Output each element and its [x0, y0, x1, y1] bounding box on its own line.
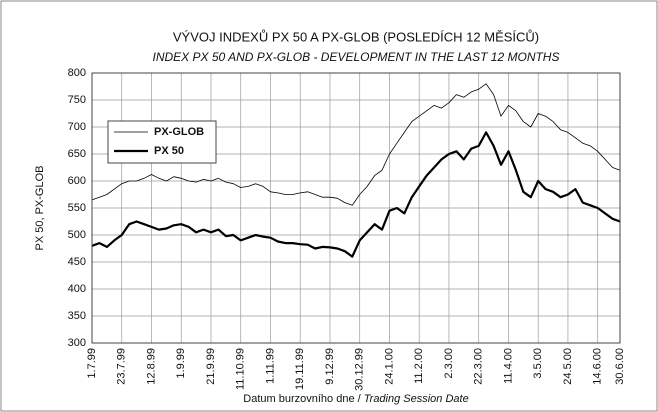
x-tick-label: 24.5.00	[562, 348, 574, 385]
chart-subtitle: INDEX PX 50 AND PX-GLOB - DEVELOPMENT IN…	[153, 50, 560, 64]
y-tick-label: 550	[68, 202, 86, 214]
x-tick-label: 9.12.99	[324, 348, 336, 385]
x-tick-label: 12.8.99	[145, 348, 157, 385]
x-tick-label: 1.9.99	[175, 348, 187, 379]
y-tick-label: 400	[68, 283, 86, 295]
x-tick-label: 3.5.00	[532, 348, 544, 379]
y-tick-label: 600	[68, 175, 86, 187]
y-tick-label: 800	[68, 67, 86, 79]
legend-box	[107, 120, 217, 164]
plot-border	[91, 72, 621, 344]
y-tick-label: 700	[68, 121, 86, 133]
y-tick-label: 450	[68, 256, 86, 268]
x-tick-label: 30.6.00	[614, 348, 626, 385]
x-tick-label: 11.2.00	[413, 348, 425, 384]
x-tick-label: 11.4.00	[502, 348, 514, 384]
x-tick-label: 1.11.99	[264, 348, 276, 384]
chart-title: VÝVOJ INDEXŮ PX 50 A PX-GLOB (POSLEDÍCH …	[173, 29, 539, 44]
legend-label: PX 50	[154, 145, 184, 157]
x-axis-label-cz: Datum burzovního dne /	[243, 393, 361, 405]
x-axis-label: Datum burzovního dne / Trading Session D…	[243, 393, 468, 405]
x-axis-label-en: Trading Session Date	[364, 393, 469, 405]
series-line	[91, 131, 621, 258]
x-tick-label: 30.12.99	[354, 348, 366, 391]
y-tick-label: 650	[68, 148, 86, 160]
x-tick-label: 19.11.99	[294, 348, 306, 390]
x-tick-label: 1.7.99	[86, 348, 98, 379]
x-tick-label: 23.7.99	[116, 348, 128, 385]
x-tick-label: 11.10.99	[235, 348, 247, 390]
y-tick-label: 500	[68, 229, 86, 241]
x-tick-label: 22.3.00	[473, 348, 485, 385]
x-tick-label: 14.6.00	[592, 348, 604, 385]
y-tick-label: 300	[68, 337, 86, 349]
series-line	[91, 83, 621, 206]
y-tick-label: 350	[68, 310, 86, 322]
legend-label: PX-GLOB	[154, 126, 204, 138]
y-axis-label: PX 50, PX-GLOB	[34, 166, 46, 251]
y-tick-label: 750	[68, 94, 86, 106]
x-tick-label: 24.1.00	[383, 348, 395, 385]
x-tick-label: 2.3.00	[443, 348, 455, 379]
x-tick-label: 21.9.99	[205, 348, 217, 385]
